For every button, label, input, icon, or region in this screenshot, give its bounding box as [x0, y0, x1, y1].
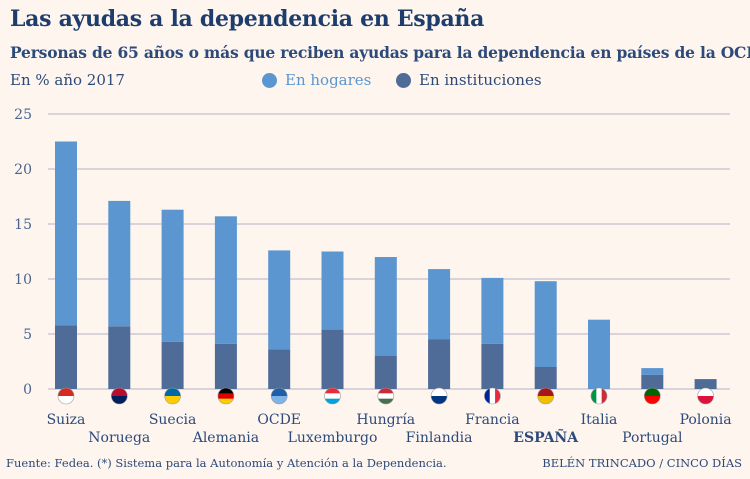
bar-hogares: [214, 216, 237, 344]
unit-label: En % año 2017: [10, 71, 125, 89]
oecd-logo-icon: [270, 387, 288, 405]
legend-label-instituciones: En instituciones: [419, 71, 542, 89]
legend-item-instituciones: En instituciones: [396, 71, 542, 89]
spain-flag-icon: [537, 387, 555, 405]
bar-instituciones: [481, 343, 504, 389]
switzerland-flag-icon: [57, 387, 75, 405]
legend-swatch-instituciones: [396, 72, 411, 88]
bar-hogares: [55, 141, 77, 326]
bar-hogares: [641, 368, 664, 375]
y-tick-label: 20: [14, 162, 32, 178]
x-tick-label: Hungría: [356, 412, 415, 428]
hungary-flag-icon: [377, 387, 395, 405]
bar-hogares: [588, 319, 610, 389]
credit: BELÉN TRINCADO / CINCO DÍAS: [542, 456, 742, 470]
x-tick-label: Finlandia: [406, 430, 473, 446]
source-note: Fuente: Fedea. (*) Sistema para la Auton…: [6, 456, 447, 470]
bar-hogares: [321, 251, 344, 330]
legend-label-hogares: En hogares: [285, 71, 372, 89]
bar-hogares: [268, 250, 291, 350]
x-tick-label: OCDE: [257, 412, 301, 428]
x-tick-label: Alemania: [192, 430, 259, 446]
y-tick-label: 5: [23, 327, 32, 343]
bar-hogares: [534, 281, 557, 367]
x-tick-label: Suecia: [149, 412, 197, 428]
finland-flag-icon: [430, 387, 448, 405]
bar-hogares: [374, 257, 397, 356]
poland-flag-icon: [697, 387, 714, 405]
x-tick-label: Francia: [465, 412, 519, 428]
bar-instituciones: [374, 356, 397, 389]
bar-instituciones: [428, 339, 451, 389]
bar-instituciones: [55, 325, 77, 389]
chart-title: Las ayudas a la dependencia en España: [10, 6, 485, 32]
x-tick-label: ESPAÑA: [513, 427, 579, 446]
bar-instituciones: [321, 329, 344, 389]
sweden-flag-icon: [164, 387, 181, 405]
legend-item-hogares: En hogares: [262, 71, 371, 89]
bar-instituciones: [161, 341, 184, 389]
luxembourg-flag-icon: [324, 387, 341, 405]
x-tick-label: Italia: [581, 412, 618, 428]
italy-flag-icon: [590, 387, 608, 405]
y-tick-label: 25: [14, 107, 32, 123]
norway-flag-icon: [111, 387, 128, 405]
bar-instituciones: [641, 374, 664, 389]
bar-hogares: [108, 200, 131, 327]
bar-instituciones: [214, 343, 237, 389]
bar-instituciones: [534, 367, 557, 389]
bar-hogares: [428, 269, 451, 340]
bar-instituciones: [268, 349, 291, 389]
portugal-flag-icon: [643, 387, 661, 405]
bar-hogares: [161, 209, 184, 342]
x-tick-label: Portugal: [622, 430, 683, 446]
y-tick-label: 0: [23, 382, 32, 398]
x-tick-label: Luxemburgo: [288, 430, 378, 446]
bar-instituciones: [694, 379, 717, 389]
chart-subtitle: Personas de 65 años o más que reciben ay…: [10, 43, 750, 62]
x-tick-label: Suiza: [47, 412, 86, 428]
germany-flag-icon: [217, 387, 235, 405]
y-tick-label: 10: [14, 272, 32, 288]
x-tick-label: Noruega: [88, 430, 150, 446]
x-tick-label: Polonia: [680, 412, 732, 428]
legend-swatch-hogares: [262, 72, 277, 88]
france-flag-icon: [484, 387, 501, 405]
y-tick-label: 15: [14, 217, 32, 233]
bar-hogares: [481, 277, 504, 344]
bar-instituciones: [108, 326, 131, 389]
